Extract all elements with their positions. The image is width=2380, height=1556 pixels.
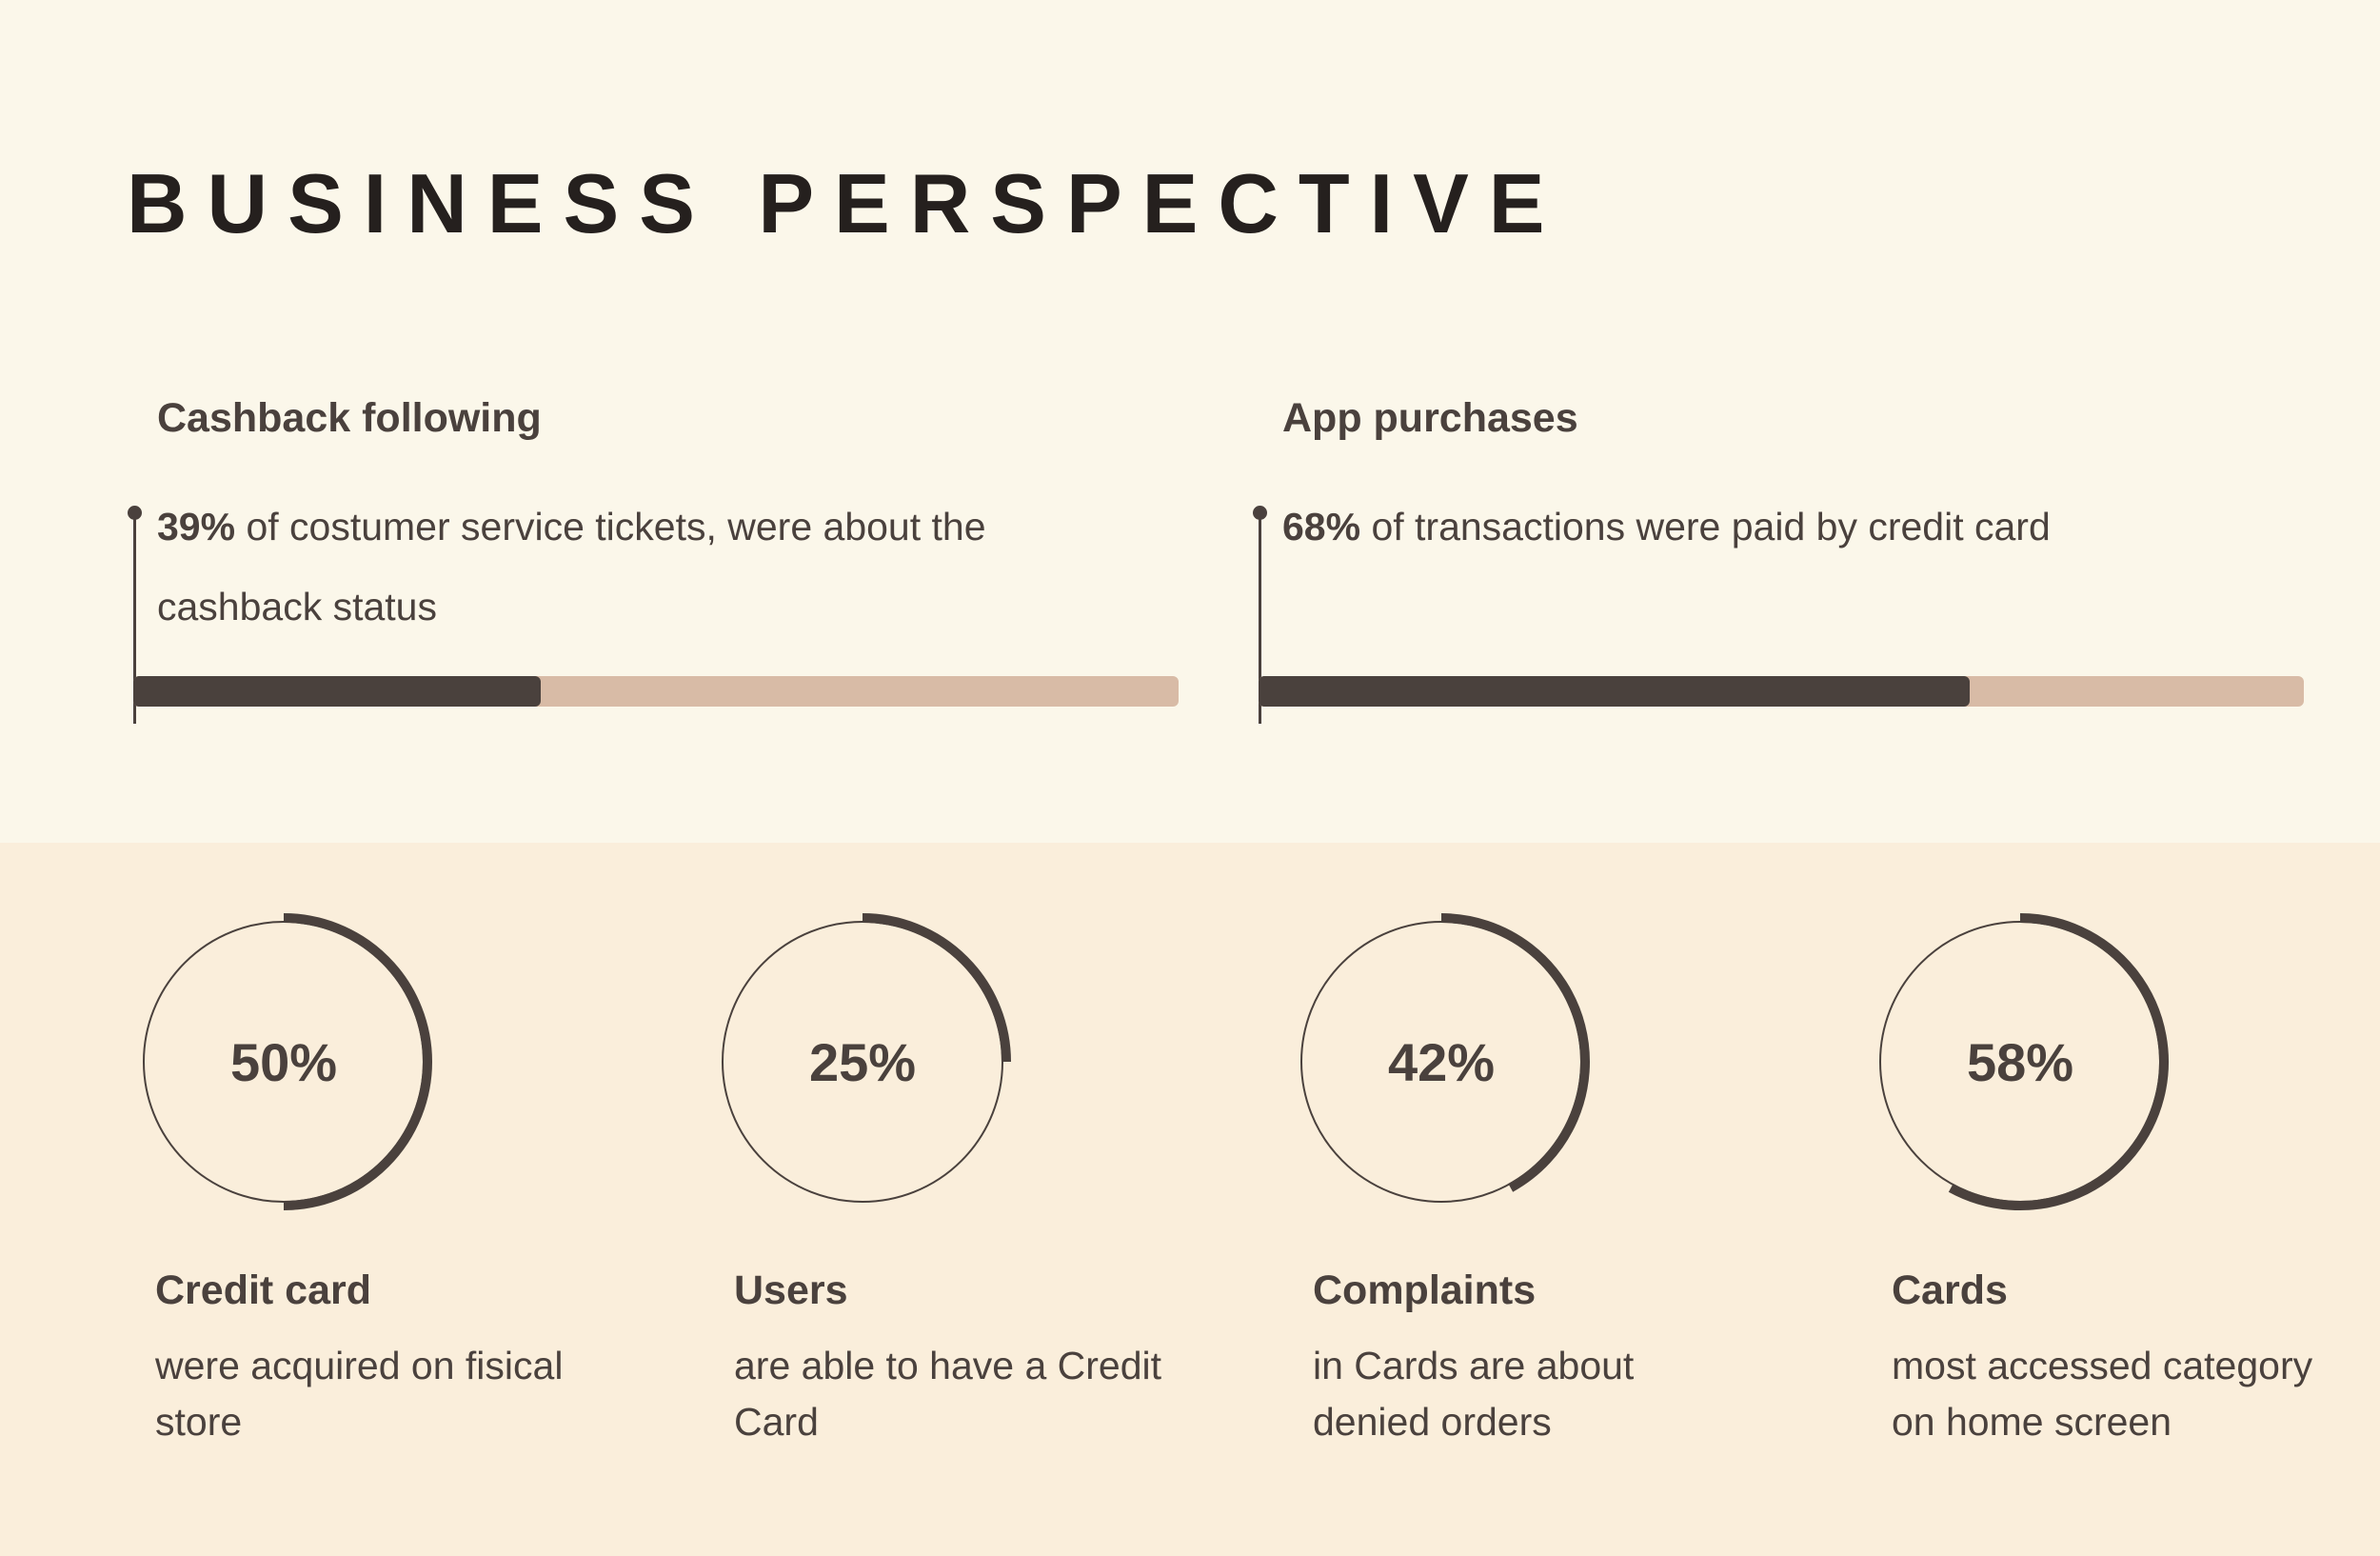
progress-ring (722, 913, 1011, 1203)
kpi-heading: Users (734, 1267, 848, 1313)
progress-bar-track (1259, 676, 2304, 707)
marker-line (1259, 514, 1261, 724)
kpi-users: 25% Users are able to have a Credit Card (710, 909, 1205, 1519)
ring-progress-arc (862, 913, 1011, 1063)
progress-ring (1300, 913, 1590, 1203)
stat-value: 39% (157, 505, 236, 549)
stat-description: 39% of costumer service tickets, were ab… (157, 487, 1138, 647)
stat-heading: App purchases (1282, 395, 1578, 441)
ring-progress-arc (283, 913, 432, 1210)
progress-bar-track (133, 676, 1179, 707)
progress-ring (143, 913, 432, 1210)
marker-dot (1253, 506, 1267, 520)
progress-bar-fill (133, 676, 542, 707)
kpi-complaints: 42% Complaints in Cards are about denied… (1289, 909, 1784, 1519)
kpi-value: 42% (1387, 1031, 1496, 1092)
kpi-value: 50% (229, 1031, 338, 1092)
page-title: BUSINESS PERSPECTIVE (127, 156, 1565, 250)
kpi-heading: Complaints (1313, 1267, 1537, 1313)
kpi-description: are able to have a Credit Card (734, 1344, 1161, 1444)
ring-progress-arc (1948, 913, 2169, 1210)
kpi-description: most accessed category on home screen (1892, 1344, 2313, 1444)
kpi-heading: Credit card (155, 1267, 372, 1313)
stat-text: of costumer service tickets, were about … (157, 505, 986, 628)
ring-progress-arc (1440, 913, 1590, 1192)
stat-description: 68% of transactions were paid by credit … (1282, 487, 2263, 567)
stat-heading: Cashback following (157, 395, 542, 441)
stat-text: of transactions were paid by credit card (1360, 505, 2051, 549)
marker-dot (128, 506, 142, 520)
kpi-heading: Cards (1892, 1267, 2008, 1313)
kpi-value: 58% (1966, 1031, 2074, 1092)
kpi-cards: 58% Cards most accessed category on home… (1868, 909, 2363, 1519)
kpi-description: were acquired on fisical store (155, 1344, 564, 1444)
marker-line (133, 514, 136, 724)
stat-value: 68% (1282, 505, 1361, 549)
progress-bar-fill (1259, 676, 1970, 707)
kpi-credit-card: 50% Credit card were acquired on fisical… (131, 909, 626, 1519)
kpi-value: 25% (808, 1031, 917, 1092)
progress-ring (1879, 913, 2169, 1210)
kpi-description: in Cards are about denied orders (1313, 1344, 1635, 1444)
